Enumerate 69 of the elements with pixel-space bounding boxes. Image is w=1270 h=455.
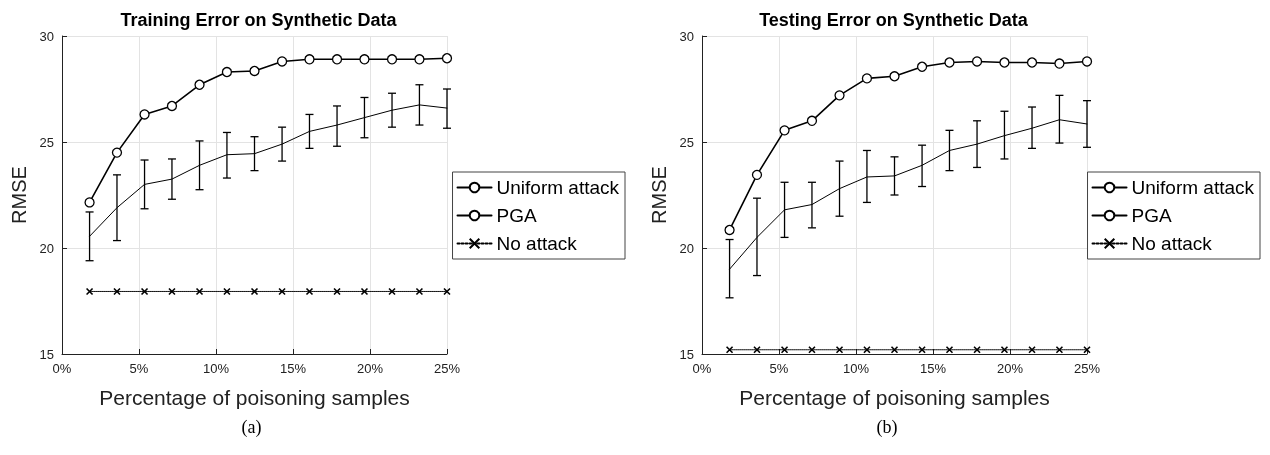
point <box>386 54 398 65</box>
point <box>359 54 370 65</box>
x-tick-label: 5% <box>129 361 149 376</box>
point <box>304 54 315 65</box>
legend-label: Uniform attack <box>1131 177 1255 198</box>
y-tick-label: 20 <box>679 240 694 256</box>
point <box>415 287 424 296</box>
y-tick-label: 30 <box>39 28 54 44</box>
y-axis-title: RMSE <box>647 166 670 224</box>
x-tick-label: 20% <box>996 361 1024 376</box>
point <box>166 100 178 112</box>
y-tick-label: 15 <box>679 346 694 362</box>
point <box>861 73 873 84</box>
x-tick-label: 10% <box>842 361 870 376</box>
point <box>999 57 1010 68</box>
y-axis-title: RMSE <box>7 166 30 224</box>
legend-label: No attack <box>1131 233 1213 254</box>
point <box>140 287 149 296</box>
point <box>84 197 95 208</box>
x-tick-label: 25% <box>1073 361 1101 376</box>
x-tick-label: 20% <box>356 361 384 376</box>
point <box>944 57 955 68</box>
legend-label: PGA <box>496 205 537 226</box>
point <box>806 115 818 126</box>
point <box>414 54 425 65</box>
legend-label: PGA <box>1131 205 1172 226</box>
point <box>250 287 259 296</box>
x-tick-label: 0% <box>52 361 72 376</box>
text: (b) <box>876 417 898 438</box>
point <box>779 125 790 136</box>
point <box>751 169 763 181</box>
point <box>249 65 260 77</box>
point <box>276 56 288 67</box>
point <box>139 109 150 120</box>
x-tick-label: 25% <box>433 361 461 376</box>
x-axis-title: Percentage of poisoning samples <box>739 386 1050 409</box>
point <box>1026 57 1038 68</box>
x-tick-label: 15% <box>919 361 947 376</box>
x-tick-label: 10% <box>202 361 230 376</box>
legend-label: No attack <box>496 233 578 254</box>
x-tick-label: 15% <box>279 361 307 376</box>
point <box>834 90 845 101</box>
point <box>1081 56 1093 67</box>
point <box>195 287 204 296</box>
y-tick-label: 25 <box>679 134 694 150</box>
y-tick-label: 15 <box>39 346 54 362</box>
x-tick-label: 0% <box>692 361 712 376</box>
point <box>360 287 369 296</box>
point <box>916 61 928 72</box>
point <box>194 79 205 90</box>
x-tick-label: 5% <box>769 361 789 376</box>
point <box>889 71 900 82</box>
point <box>971 56 983 67</box>
point <box>441 53 453 64</box>
point <box>221 66 233 78</box>
text: (a) <box>241 417 262 438</box>
point <box>305 287 314 296</box>
y-tick-label: 20 <box>39 240 54 256</box>
y-tick-label: 25 <box>39 134 54 150</box>
point <box>111 147 123 158</box>
point <box>1054 58 1065 69</box>
y-tick-label: 30 <box>679 28 694 44</box>
legend-label: Uniform attack <box>496 177 620 198</box>
chart-title: Training Error on Synthetic Data <box>120 10 398 30</box>
x-axis-title: Percentage of poisoning samples <box>99 386 410 409</box>
chart-title: Testing Error on Synthetic Data <box>759 10 1029 30</box>
point <box>724 224 735 236</box>
point <box>331 54 343 65</box>
point <box>85 287 94 296</box>
